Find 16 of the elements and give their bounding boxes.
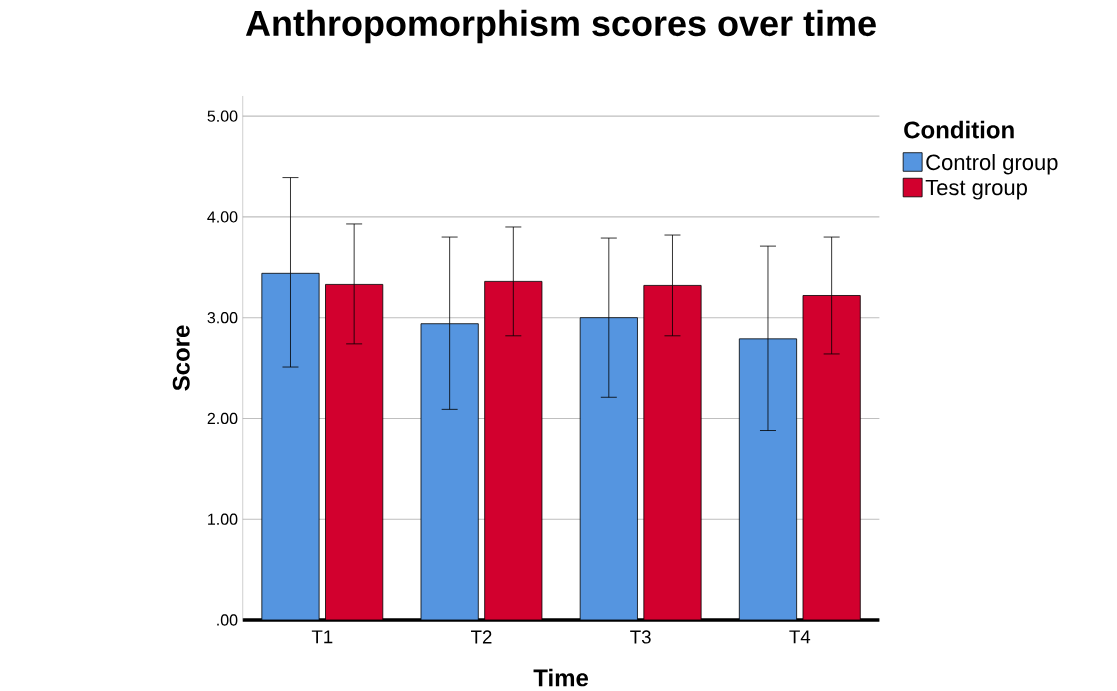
y-axis-title: Score [172, 325, 190, 391]
y-tick-label: 3.00 [207, 312, 238, 324]
y-tick-label: 4.00 [207, 211, 238, 223]
chart-title: Anthropomorphism scores over time [245, 9, 876, 44]
x-tick-label: T3 [630, 630, 651, 644]
y-tick-label: 1.00 [208, 513, 238, 525]
y-tick-label: 5.00 [207, 110, 238, 122]
legend-label: Test group [925, 180, 1027, 200]
y-tick-label: .00 [217, 614, 238, 626]
legend-title: Condition [904, 120, 1014, 139]
y-tick-label: 2.00 [207, 412, 238, 425]
legend-label: Control group [926, 154, 1058, 175]
x-tick-label: T4 [789, 630, 811, 644]
x-axis-title: Time [533, 668, 589, 687]
x-tick-label: T1 [311, 630, 333, 644]
x-tick-label: T2 [471, 630, 492, 644]
